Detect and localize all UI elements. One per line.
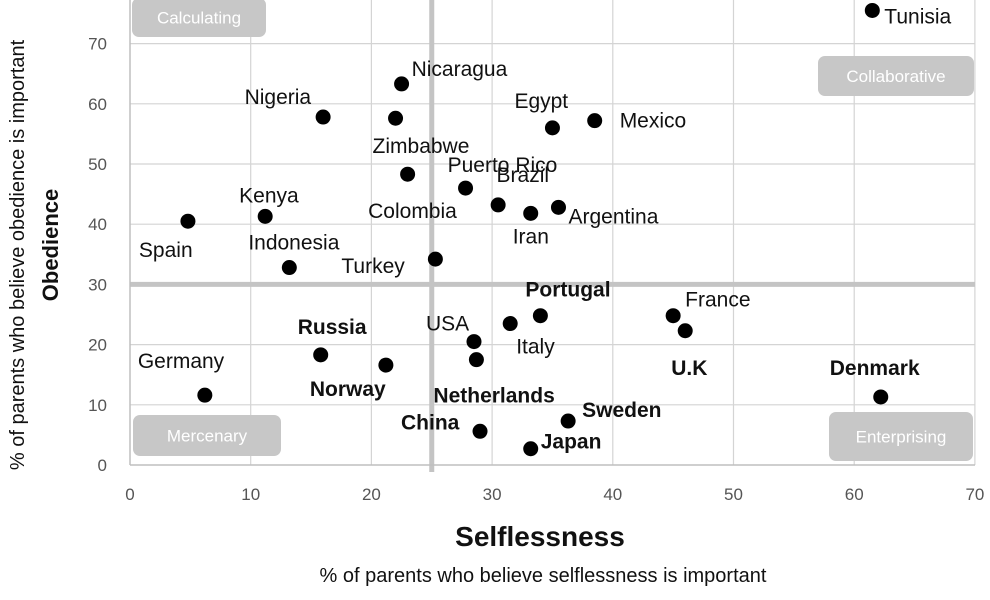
- point-label-sweden: Sweden: [582, 399, 661, 422]
- x-tick-label: 50: [724, 485, 743, 504]
- quadrant-label-mercenary: Mercenary: [133, 415, 281, 456]
- x-tick-label: 60: [845, 485, 864, 504]
- point-germany: [197, 387, 213, 403]
- quadrant-labels: Calculating Collaborative Mercenary Enterpr…: [132, 0, 974, 461]
- point-denmark: [873, 389, 889, 405]
- point-u-k: [677, 323, 693, 339]
- quadrant-dividers: [130, 0, 975, 472]
- point-label-usa: USA: [426, 313, 469, 336]
- point-turkey: [427, 251, 443, 267]
- point-china: [472, 423, 488, 439]
- quadrant-label-collaborative: Collaborative: [818, 56, 974, 96]
- point-label-egypt: Egypt: [514, 90, 568, 113]
- point-puerto-rico: [400, 166, 416, 182]
- quadrant-label-text: Mercenary: [167, 427, 248, 446]
- y-tick-label: 30: [88, 275, 107, 294]
- x-axis-subtitle: % of parents who believe selflessness is…: [320, 565, 767, 587]
- point-label-zimbabwe: Zimbabwe: [373, 135, 470, 158]
- point-label-puerto-rico: Puerto Rico: [448, 154, 558, 177]
- quadrant-label-box: [132, 0, 266, 37]
- point-label-china: China: [401, 411, 460, 434]
- data-points: Tunisia Nicaragua Nigeria Zimbabwe Egypt Mexi…: [138, 2, 952, 457]
- point-portugal: [532, 308, 548, 324]
- x-tick-label: 40: [603, 485, 622, 504]
- point-label-brazil: Brazil: [497, 164, 550, 187]
- point-label-netherlands: Netherlands: [433, 385, 554, 408]
- point-norway: [378, 357, 394, 373]
- x-tick-label: 30: [483, 485, 502, 504]
- point-brazil: [458, 180, 474, 196]
- quadrant-label-text: Calculating: [157, 9, 241, 28]
- point-indonesia: [281, 260, 297, 276]
- axes: 0 10 20 30 40 50 60 70 0 10 20 30 40 50 60 70: [88, 0, 984, 504]
- point-label-japan: Japan: [541, 431, 602, 454]
- y-axis-subtitle: % of parents who believe obedience is im…: [7, 39, 29, 470]
- x-tick-label: 10: [241, 485, 260, 504]
- quadrant-label-box: [133, 415, 281, 456]
- point-label-france: France: [685, 289, 750, 312]
- point-label-norway: Norway: [310, 378, 386, 401]
- point-mexico: [587, 113, 603, 129]
- y-tick-label: 20: [88, 336, 107, 355]
- point-label-tunisia: Tunisia: [884, 5, 951, 28]
- quadrant-label-enterprising: Enterprising: [829, 412, 973, 461]
- point-iran: [523, 205, 539, 221]
- point-sweden: [560, 413, 576, 429]
- point-label-kenya: Kenya: [239, 184, 299, 207]
- point-spain: [180, 213, 196, 229]
- point-label-mexico: Mexico: [620, 110, 687, 133]
- point-label-russia: Russia: [298, 316, 367, 339]
- point-nigeria: [315, 109, 331, 125]
- y-tick-label: 60: [88, 95, 107, 114]
- point-label-denmark: Denmark: [830, 357, 920, 380]
- point-label-nicaragua: Nicaragua: [412, 58, 508, 81]
- y-tick-label: 0: [98, 456, 107, 475]
- point-label-spain: Spain: [139, 239, 193, 262]
- point-colombia: [490, 197, 506, 213]
- point-kenya: [257, 208, 273, 224]
- point-netherlands: [468, 352, 484, 368]
- point-usa: [466, 334, 482, 350]
- point-nicaragua: [394, 76, 410, 92]
- point-tunisia: [864, 2, 880, 18]
- point-label-italy: Italy: [516, 336, 555, 359]
- point-label-u-k: U.K: [671, 357, 707, 380]
- quadrant-label-box: [829, 412, 973, 461]
- x-tick-label: 70: [965, 485, 984, 504]
- point-label-iran: Iran: [513, 225, 549, 248]
- point-argentina: [550, 199, 566, 215]
- x-tick-label: 0: [125, 485, 134, 504]
- quadrant-label-box: [818, 56, 974, 96]
- quadrant-label-text: Collaborative: [846, 67, 945, 86]
- y-tick-label: 50: [88, 155, 107, 174]
- point-label-argentina: Argentina: [568, 205, 658, 228]
- y-tick-label: 10: [88, 396, 107, 415]
- point-label-portugal: Portugal: [525, 279, 610, 302]
- point-zimbabwe: [388, 110, 404, 126]
- x-axis-title: Selflessness: [455, 521, 625, 552]
- point-japan: [523, 441, 539, 457]
- y-tick-label: 70: [88, 35, 107, 54]
- quadrant-label-calculating: Calculating: [132, 0, 266, 37]
- point-label-germany: Germany: [138, 350, 225, 373]
- x-tick-label: 20: [362, 485, 381, 504]
- point-label-turkey: Turkey: [341, 255, 405, 278]
- point-russia: [313, 347, 329, 363]
- axis-titles: Selflessness % of parents who believe se…: [7, 39, 767, 587]
- point-label-indonesia: Indonesia: [248, 232, 339, 255]
- y-tick-label: 40: [88, 215, 107, 234]
- point-label-nigeria: Nigeria: [245, 86, 312, 109]
- point-egypt: [544, 120, 560, 136]
- point-label-colombia: Colombia: [368, 200, 457, 223]
- point-italy: [502, 316, 518, 332]
- point-france: [665, 308, 681, 324]
- y-axis-title: Obedience: [38, 189, 63, 301]
- quadrant-label-text: Enterprising: [856, 428, 947, 447]
